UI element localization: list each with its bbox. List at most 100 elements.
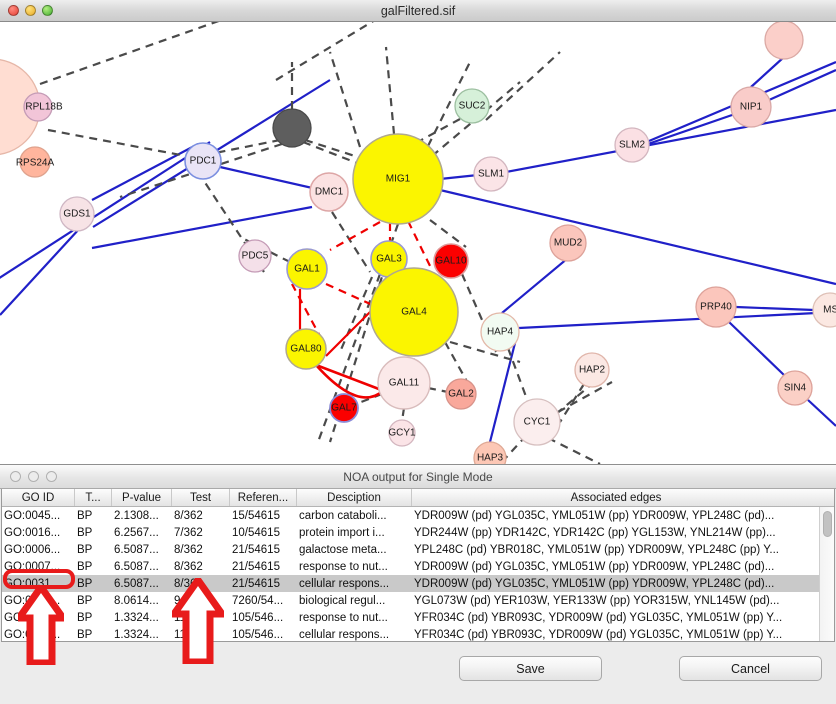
cell-type: BP: [77, 526, 93, 539]
cell-test: 11/362: [174, 628, 209, 641]
cell-type: BP: [77, 577, 93, 590]
table-row[interactable]: GO:0016... BP 6.2567... 7/362 10/54615 protei…: [2, 524, 834, 541]
cell-pvalue: 6.5087...: [114, 560, 159, 573]
window-traffic-lights[interactable]: [8, 5, 53, 16]
node-topright[interactable]: [764, 22, 804, 60]
network-nodes[interactable]: RPL18B RPS24A GDS1 PDC1 PDC5: [0, 22, 836, 464]
cell-edges: YDR009W (pd) YGL035C, YML051W (pp) YDR00…: [414, 509, 775, 522]
table-row[interactable]: GO:0006... BP 6.5087... 8/362 21/54615 galact…: [2, 541, 834, 558]
node-gray[interactable]: [272, 108, 312, 148]
table-row[interactable]: GO:0031... BP 6.5087... 8/362 21/54615 cellul…: [2, 575, 834, 592]
node-hap4[interactable]: HAP4: [480, 312, 520, 352]
cell-reference: 105/546...: [232, 611, 284, 624]
table-row[interactable]: GO:0007... BP 6.5087... 8/362 21/54615 respon…: [2, 558, 834, 575]
table-body[interactable]: GO:0045... BP 2.1308... 8/362 15/54615 carbon…: [2, 507, 834, 641]
noa-minimize-button-icon[interactable]: [28, 471, 39, 482]
node-pdc5[interactable]: PDC5: [238, 239, 272, 273]
cell-edges: YDR244W (pp) YDR142C, YDR142C (pp) YGL15…: [414, 526, 776, 539]
node-suc2[interactable]: SUC2: [454, 88, 490, 124]
node-hap3[interactable]: HAP3: [473, 441, 507, 464]
cell-type: BP: [77, 543, 93, 556]
node-rps24a[interactable]: RPS24A: [16, 146, 55, 178]
cell-reference: 21/54615: [232, 560, 280, 573]
node-mud2[interactable]: MUD2: [549, 224, 587, 262]
network-canvas[interactable]: RPL18B RPS24A GDS1 PDC1 PDC5: [0, 22, 836, 464]
cell-description: response to nut...: [299, 560, 388, 573]
cell-description: protein import i...: [299, 526, 385, 539]
cell-type: BP: [77, 628, 93, 641]
node-gal80[interactable]: GAL80: [285, 328, 327, 370]
noa-traffic-lights[interactable]: [10, 471, 57, 482]
node-gal4[interactable]: GAL4: [369, 267, 459, 357]
table-row[interactable]: GO:0031... BP 1.3324... 11/362 105/546... cel…: [2, 626, 834, 641]
node-slm1[interactable]: SLM1: [473, 156, 509, 192]
table-row[interactable]: GO:0031... BP 1.3324... 11/362 105/546... res…: [2, 609, 834, 626]
node-prp40[interactable]: PRP40: [695, 286, 737, 328]
column-header-type[interactable]: T...: [75, 489, 112, 506]
cell-test: 8/362: [174, 543, 203, 556]
cell-edges: YFR034C (pd) YBR093C, YDR009W (pd) YGL03…: [414, 628, 783, 641]
dialog-button-bar: Save Cancel: [0, 644, 836, 704]
column-header-reference[interactable]: Referen...: [230, 489, 297, 506]
cell-go_id: GO:0065...: [4, 594, 61, 607]
cell-pvalue: 1.3324...: [114, 611, 159, 624]
node-rpl18b[interactable]: RPL18B: [23, 92, 63, 122]
scrollbar-thumb[interactable]: [823, 511, 832, 537]
cell-type: BP: [77, 594, 93, 607]
save-button[interactable]: Save: [459, 656, 602, 681]
node-gal10[interactable]: GAL10: [433, 243, 469, 279]
node-gal1[interactable]: GAL1: [286, 248, 328, 290]
table-vertical-scrollbar[interactable]: [819, 507, 834, 641]
cell-test: 11/362: [174, 611, 209, 624]
node-gal11[interactable]: GAL11: [377, 356, 431, 410]
cell-test: 8/362: [174, 577, 203, 590]
cell-description: cellular respons...: [299, 628, 390, 641]
cancel-button[interactable]: Cancel: [679, 656, 822, 681]
cell-description: galactose meta...: [299, 543, 387, 556]
cell-test: 8/362: [174, 560, 203, 573]
cell-edges: YDR009W (pd) YGL035C, YML051W (pp) YDR00…: [414, 577, 775, 590]
node-msi[interactable]: MSI: [812, 292, 836, 328]
noa-results-table[interactable]: GO ID T... P-value Test Referen... Desci…: [1, 489, 835, 642]
cell-edges: YDR009W (pd) YGL035C, YML051W (pp) YDR00…: [414, 560, 775, 573]
noa-titlebar: NOA output for Single Mode: [0, 465, 836, 489]
node-dmc1[interactable]: DMC1: [309, 172, 349, 212]
node-gcy1[interactable]: GCY1: [388, 419, 416, 447]
cell-go_id: GO:0031...: [4, 577, 61, 590]
node-cyc1[interactable]: CYC1: [513, 398, 561, 446]
cell-description: biological regul...: [299, 594, 386, 607]
node-slm2[interactable]: SLM2: [614, 127, 650, 163]
noa-panel-title: NOA output for Single Mode: [343, 469, 493, 484]
column-header-go-id[interactable]: GO ID: [2, 489, 75, 506]
node-gds1[interactable]: GDS1: [59, 196, 95, 232]
noa-zoom-button-icon[interactable]: [46, 471, 57, 482]
table-row[interactable]: GO:0045... BP 2.1308... 8/362 15/54615 carbon…: [2, 507, 834, 524]
window-title: galFiltered.sif: [380, 3, 456, 18]
window-titlebar: galFiltered.sif: [0, 0, 836, 22]
node-mig1[interactable]: MIG1: [352, 133, 444, 225]
node-gal2[interactable]: GAL2: [445, 378, 477, 410]
cell-pvalue: 8.0614...: [114, 594, 159, 607]
node-hap2[interactable]: HAP2: [574, 352, 610, 388]
column-header-description[interactable]: Desciption: [297, 489, 412, 506]
cell-reference: 10/54615: [232, 526, 280, 539]
noa-close-button-icon[interactable]: [10, 471, 21, 482]
column-header-associated-edges[interactable]: Associated edges: [570, 491, 662, 504]
node-sin4[interactable]: SIN4: [777, 370, 813, 406]
node-pdc1[interactable]: PDC1: [184, 142, 222, 180]
table-row[interactable]: GO:0065... BP 8.0614... 94/362 7260/54... bio…: [2, 592, 834, 609]
cell-edges: YPL248C (pd) YBR018C, YML051W (pp) YDR00…: [414, 543, 780, 556]
zoom-button-icon[interactable]: [42, 5, 53, 16]
column-header-pvalue[interactable]: P-value: [112, 489, 172, 506]
cell-edges: YGL073W (pd) YER103W, YER133W (pp) YOR31…: [414, 594, 780, 607]
cell-reference: 7260/54...: [232, 594, 284, 607]
network-graph: RPL18B RPS24A GDS1 PDC1 PDC5: [0, 22, 836, 464]
cell-type: BP: [77, 509, 93, 522]
node-gal7[interactable]: GAL7: [329, 393, 359, 423]
column-header-test[interactable]: Test: [172, 489, 230, 506]
close-button-icon[interactable]: [8, 5, 19, 16]
node-nip1[interactable]: NIP1: [730, 86, 772, 128]
noa-output-panel: NOA output for Single Mode GO ID T... P-…: [0, 464, 836, 704]
minimize-button-icon[interactable]: [25, 5, 36, 16]
